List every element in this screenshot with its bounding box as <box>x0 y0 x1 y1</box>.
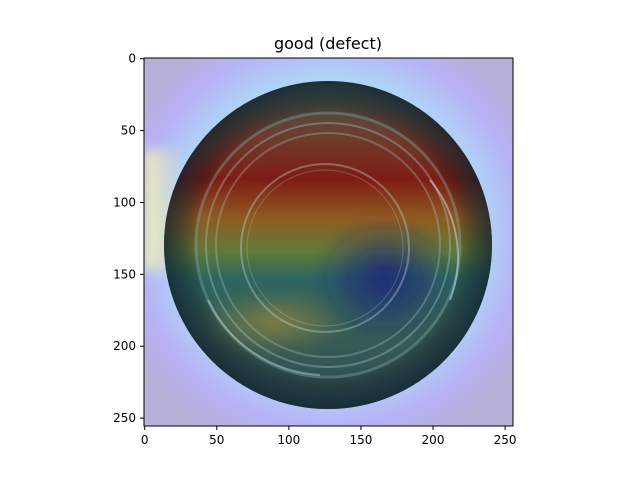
heatmap-image <box>144 58 513 426</box>
y-tick-label: 250 <box>113 411 136 425</box>
x-tick-label: 250 <box>494 433 517 447</box>
y-tick-label: 50 <box>121 124 136 138</box>
x-tick-label: 0 <box>141 433 149 447</box>
x-tick-label: 50 <box>209 433 224 447</box>
y-tick-label: 100 <box>113 195 136 209</box>
plot-title: good (defect) <box>274 34 382 53</box>
y-tick-label: 0 <box>128 52 136 66</box>
y-tick-label: 150 <box>113 267 136 281</box>
x-tick-label: 100 <box>277 433 300 447</box>
x-tick-label: 150 <box>349 433 372 447</box>
x-axis: 0 50 100 150 200 250 <box>141 426 517 447</box>
y-tick-label: 200 <box>113 339 136 353</box>
x-tick-label: 200 <box>422 433 445 447</box>
y-axis: 0 50 100 150 200 250 <box>113 52 144 425</box>
axes-frame <box>143 57 514 427</box>
